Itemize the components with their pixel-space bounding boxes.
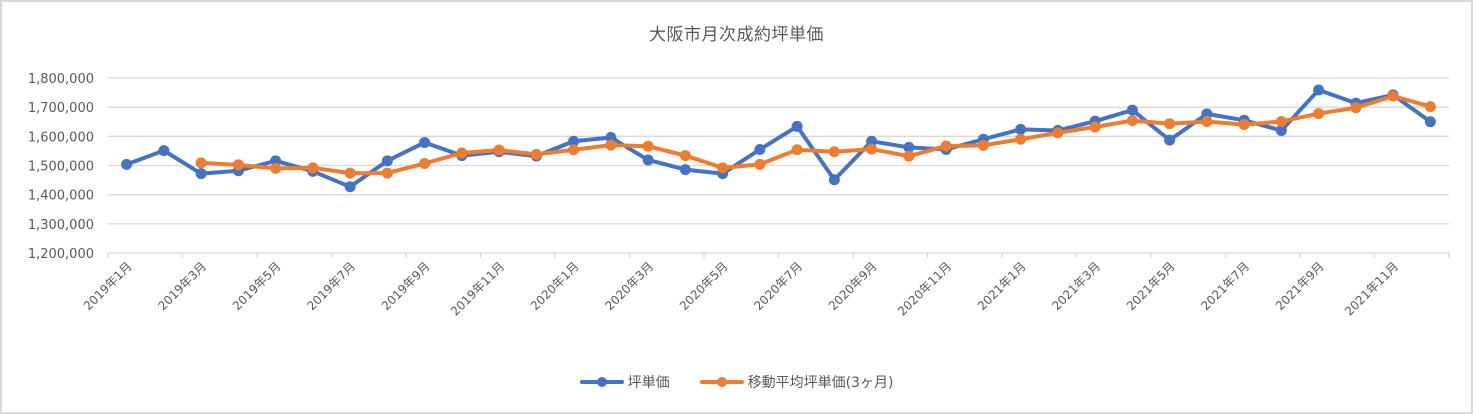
x-tick-label: 2020年3月 <box>602 259 656 313</box>
data-point-marker[interactable] <box>1350 102 1362 114</box>
x-tick-label: 2020年5月 <box>677 259 731 313</box>
data-point-marker[interactable] <box>1052 127 1064 139</box>
data-point-marker[interactable] <box>1275 115 1287 127</box>
data-point-marker[interactable] <box>1201 108 1213 120</box>
data-point-marker[interactable] <box>344 167 356 179</box>
data-point-marker[interactable] <box>344 181 356 193</box>
data-point-marker[interactable] <box>1015 123 1027 135</box>
y-tick-label: 1,700,000 <box>28 101 94 116</box>
y-tick-label: 1,800,000 <box>28 72 94 87</box>
data-point-marker[interactable] <box>717 162 729 174</box>
series-lines <box>121 84 1436 193</box>
data-point-marker[interactable] <box>530 148 542 160</box>
data-point-marker[interactable] <box>940 140 952 152</box>
legend-item-price[interactable]: 坪単価 <box>579 372 670 392</box>
data-point-marker[interactable] <box>1164 134 1176 146</box>
data-point-marker[interactable] <box>270 155 282 167</box>
data-point-marker[interactable] <box>568 135 580 147</box>
data-point-marker[interactable] <box>1015 133 1027 145</box>
data-point-marker[interactable] <box>1201 115 1213 127</box>
x-tick-label: 2019年11月 <box>448 259 507 318</box>
data-point-marker[interactable] <box>828 146 840 158</box>
x-tick-label: 2019年5月 <box>230 259 284 313</box>
data-point-marker[interactable] <box>903 141 915 153</box>
data-point-marker[interactable] <box>1275 125 1287 136</box>
data-point-marker[interactable] <box>1126 104 1138 116</box>
data-point-marker[interactable] <box>754 158 766 170</box>
y-tick-label: 1,300,000 <box>28 218 94 233</box>
x-tick-label: 2021年7月 <box>1198 259 1252 313</box>
data-point-marker[interactable] <box>493 144 505 156</box>
data-point-marker[interactable] <box>381 167 393 179</box>
y-tick-label: 1,400,000 <box>28 189 94 204</box>
legend-label: 移動平均坪単価(3ヶ月) <box>747 375 894 391</box>
data-point-marker[interactable] <box>568 144 580 156</box>
data-point-marker[interactable] <box>121 158 133 170</box>
x-axis: 2019年1月 2019年3月 2019年5月 2019年7月 2019年9月 2019年… <box>81 253 1450 318</box>
data-point-marker[interactable] <box>791 120 803 132</box>
legend: 坪単価 移動平均坪単価(3ヶ月) <box>0 372 1473 392</box>
data-point-marker[interactable] <box>642 140 654 152</box>
x-tick-label: 2019年1月 <box>81 259 135 313</box>
data-point-marker[interactable] <box>977 139 989 151</box>
orange-line-marker-icon <box>699 376 744 388</box>
data-point-marker[interactable] <box>1126 115 1138 127</box>
data-point-marker[interactable] <box>828 174 840 186</box>
data-point-marker[interactable] <box>866 135 878 147</box>
data-point-marker[interactable] <box>791 144 803 156</box>
data-point-marker[interactable] <box>1387 90 1399 102</box>
x-tick-label: 2019年7月 <box>304 259 358 313</box>
data-point-marker[interactable] <box>679 150 691 162</box>
data-point-marker[interactable] <box>270 162 282 174</box>
x-tick-label: 2021年3月 <box>1049 259 1103 313</box>
y-tick-label: 1,200,000 <box>28 247 94 262</box>
x-tick-label: 2021年1月 <box>975 259 1029 313</box>
data-point-marker[interactable] <box>1424 101 1436 113</box>
data-point-marker[interactable] <box>419 157 431 169</box>
data-point-marker[interactable] <box>1164 118 1176 130</box>
legend-item-moving-average[interactable]: 移動平均坪単価(3ヶ月) <box>699 372 894 392</box>
x-tick-label: 2021年11月 <box>1342 259 1401 318</box>
x-tick-label: 2019年9月 <box>379 259 433 313</box>
data-point-marker[interactable] <box>1424 116 1436 128</box>
x-tick-label: 2019年3月 <box>155 259 209 313</box>
x-tick-label: 2020年11月 <box>895 259 954 318</box>
y-axis-labels: 1,200,000 1,300,000 1,400,000 1,500,000 1,60… <box>28 72 94 262</box>
x-tick-label: 2021年5月 <box>1124 259 1178 313</box>
data-point-marker[interactable] <box>679 164 691 176</box>
data-point-marker[interactable] <box>232 159 244 171</box>
data-point-marker[interactable] <box>158 145 170 157</box>
legend-label: 坪単価 <box>627 375 670 391</box>
data-point-marker[interactable] <box>1238 119 1250 131</box>
data-point-marker[interactable] <box>1313 108 1325 120</box>
data-point-marker[interactable] <box>1089 121 1101 133</box>
data-point-marker[interactable] <box>307 162 319 174</box>
data-point-marker[interactable] <box>642 154 654 166</box>
data-point-marker[interactable] <box>195 168 207 180</box>
x-tick-label: 2020年1月 <box>528 259 582 313</box>
chart-title: 大阪市月次成約坪単価 <box>649 25 824 45</box>
data-point-marker[interactable] <box>1313 84 1325 96</box>
data-point-marker[interactable] <box>605 139 617 151</box>
price-series-line <box>124 87 1433 189</box>
data-point-marker[interactable] <box>866 143 878 155</box>
data-point-marker[interactable] <box>419 136 431 148</box>
x-tick-label: 2020年9月 <box>826 259 880 313</box>
data-point-marker[interactable] <box>605 132 617 143</box>
y-tick-label: 1,600,000 <box>28 130 94 145</box>
x-tick-label: 2021年9月 <box>1273 259 1327 313</box>
data-point-marker[interactable] <box>903 150 915 162</box>
moving-average-series-line <box>199 94 1433 176</box>
data-point-marker[interactable] <box>754 143 766 155</box>
blue-line-marker-icon <box>579 376 624 388</box>
data-point-marker[interactable] <box>456 147 468 159</box>
data-point-marker[interactable] <box>381 155 393 167</box>
y-tick-label: 1,500,000 <box>28 160 94 175</box>
data-point-marker[interactable] <box>195 157 207 169</box>
x-tick-label: 2020年7月 <box>751 259 805 313</box>
